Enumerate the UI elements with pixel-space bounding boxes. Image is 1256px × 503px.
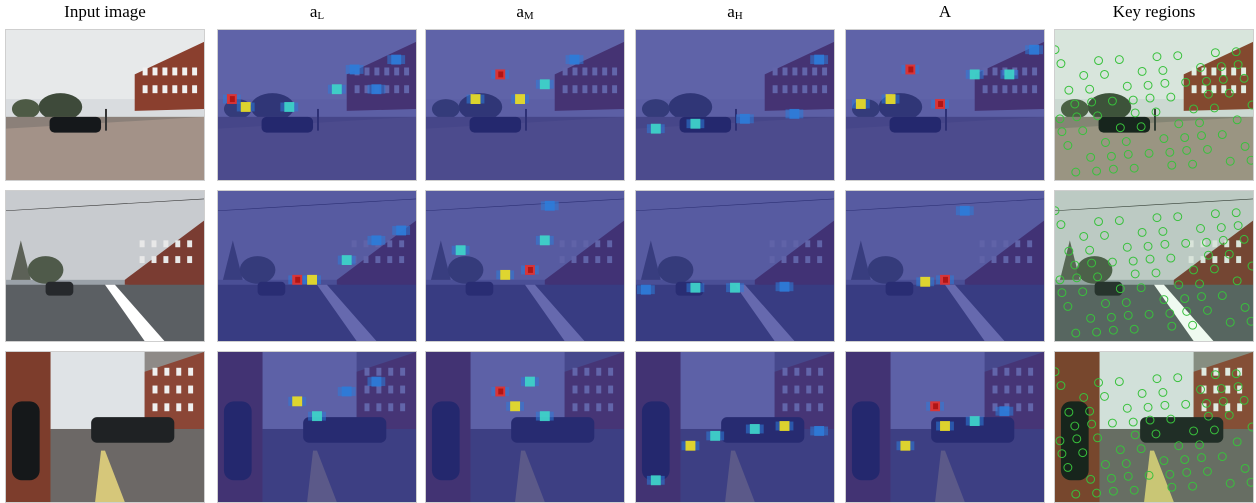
- header-a-h: aH: [727, 2, 743, 22]
- row-3-attention-a: [845, 351, 1045, 503]
- tile-image: [6, 352, 204, 502]
- tile-image: [636, 191, 834, 341]
- tile-image: [218, 191, 416, 341]
- row-2-input-image: [5, 190, 205, 342]
- tile-image: [1055, 352, 1253, 502]
- tile-image: [1055, 191, 1253, 341]
- row-2-attention-a-m: [425, 190, 625, 342]
- row-3-key-regions: [1054, 351, 1254, 503]
- row-2-attention-a: [845, 190, 1045, 342]
- header-a-m: aM: [516, 2, 534, 22]
- row-1-key-regions: [1054, 29, 1254, 181]
- row-1-input-image: [5, 29, 205, 181]
- row-2-attention-a-l: [217, 190, 417, 342]
- row-3-attention-a-l: [217, 351, 417, 503]
- row-3-attention-a-h: [635, 351, 835, 503]
- row-3-input-image: [5, 351, 205, 503]
- row-2-attention-a-h: [635, 190, 835, 342]
- tile-image: [846, 352, 1044, 502]
- tile-image: [846, 30, 1044, 180]
- tile-image: [426, 191, 624, 341]
- tile-image: [6, 30, 204, 180]
- header-key-regions: Key regions: [1112, 2, 1196, 21]
- tile-image: [636, 352, 834, 502]
- tile-image: [846, 191, 1044, 341]
- row-3-attention-a-m: [425, 351, 625, 503]
- tile-image: [218, 352, 416, 502]
- tile-image: [6, 191, 204, 341]
- row-2-key-regions: [1054, 190, 1254, 342]
- row-1-attention-a-h: [635, 29, 835, 181]
- tile-image: [218, 30, 416, 180]
- header-input-image: Input image: [64, 2, 146, 21]
- tile-image: [426, 30, 624, 180]
- row-1-attention-a-l: [217, 29, 417, 181]
- tile-image: [426, 352, 624, 502]
- row-1-attention-a: [845, 29, 1045, 181]
- tile-image: [1055, 30, 1253, 180]
- row-1-attention-a-m: [425, 29, 625, 181]
- header-a-l: aL: [309, 2, 325, 22]
- header-a: A: [938, 2, 952, 21]
- tile-image: [636, 30, 834, 180]
